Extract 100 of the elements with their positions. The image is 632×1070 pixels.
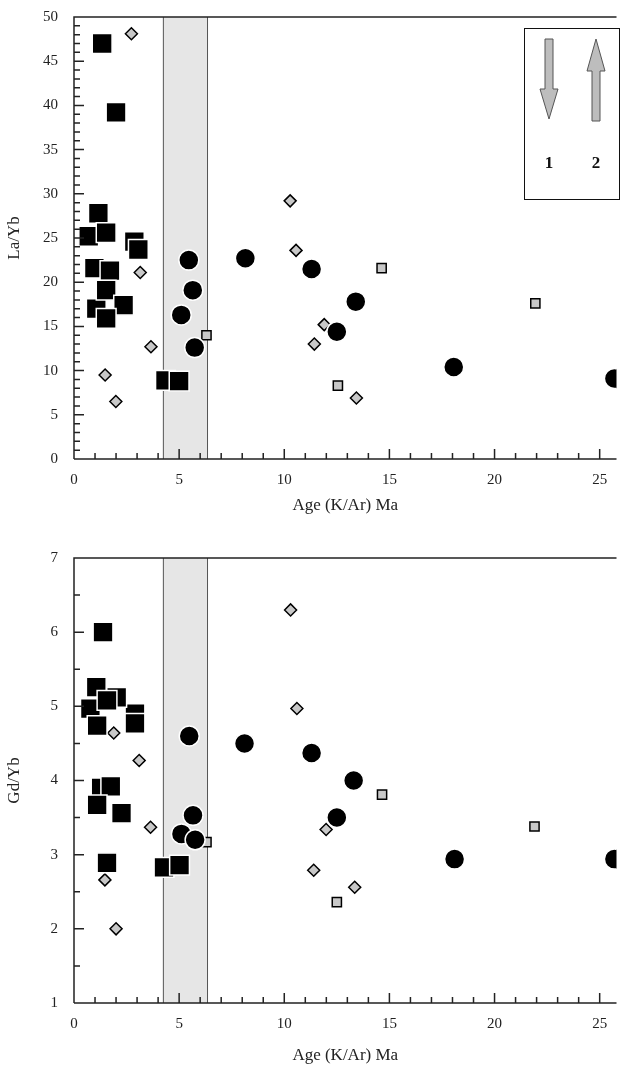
point: [98, 873, 112, 887]
y-tick-label: 5: [50, 405, 58, 422]
point: [124, 712, 146, 735]
point: [170, 304, 192, 326]
point: [91, 32, 113, 55]
point: [178, 249, 200, 271]
arrow-key-box: 1 2: [524, 28, 620, 200]
point: [106, 726, 121, 740]
y-tick-label: 35: [43, 140, 58, 157]
point: [112, 294, 135, 316]
point: [233, 732, 256, 755]
point: [168, 854, 191, 876]
point: [182, 279, 204, 301]
x-tick-label: 20: [487, 1014, 503, 1031]
point: [87, 202, 110, 224]
annotation: 2: [590, 153, 602, 173]
x-tick-label: 0: [70, 470, 78, 487]
point: [178, 725, 200, 747]
x-tick-label: 25: [592, 1014, 608, 1031]
point: [124, 27, 139, 41]
point: [332, 380, 344, 391]
y-tick-label: 1: [50, 993, 58, 1010]
x-tick-label: 15: [381, 1014, 397, 1031]
x-tick-label: 20: [487, 470, 503, 487]
point: [201, 329, 212, 341]
point: [132, 753, 146, 768]
point: [345, 290, 367, 313]
point: [307, 337, 322, 351]
point: [289, 243, 303, 258]
point: [529, 298, 541, 309]
x-tick-label: 0: [70, 1014, 78, 1031]
point: [331, 896, 343, 908]
point: [300, 258, 323, 280]
point: [98, 368, 112, 382]
point: [86, 714, 108, 737]
y-tick-label: 50: [43, 7, 58, 24]
point: [317, 317, 331, 332]
point: [342, 769, 365, 792]
point: [95, 222, 117, 244]
point: [109, 394, 123, 409]
point: [290, 701, 304, 716]
point: [306, 863, 321, 877]
point: [86, 794, 108, 816]
y-tick-label: 5: [50, 697, 58, 714]
y-tick-label: 2: [50, 919, 58, 936]
point: [443, 356, 465, 378]
point: [347, 880, 362, 895]
x-tick-label: 15: [381, 470, 397, 487]
point: [326, 806, 348, 829]
point: [183, 336, 206, 359]
point: [443, 848, 466, 870]
y-tick-label: 30: [43, 184, 58, 201]
point: [95, 279, 117, 301]
point: [184, 829, 206, 851]
y-tick-label: 25: [43, 228, 58, 245]
point: [319, 822, 333, 837]
point: [100, 775, 122, 798]
x-tick-label: 10: [276, 1014, 292, 1031]
point: [283, 194, 297, 208]
x-axis-title: Age (K/Ar) Ma: [292, 1045, 399, 1065]
point: [99, 260, 121, 282]
point: [133, 265, 147, 280]
point: [105, 101, 127, 124]
point: [168, 370, 190, 392]
point: [300, 742, 323, 764]
point: [109, 922, 123, 936]
x-tick-label: 5: [175, 1014, 183, 1031]
y-tick-label: 6: [50, 623, 59, 640]
point: [92, 621, 114, 643]
point: [127, 238, 149, 261]
point: [143, 820, 158, 834]
point: [110, 802, 133, 824]
y-axis-title: Gd/Yb: [3, 757, 23, 804]
y-tick-label: 20: [43, 273, 58, 290]
y-tick-label: 0: [50, 449, 58, 466]
point: [376, 789, 388, 800]
x-tick-label: 5: [175, 470, 183, 487]
x-tick-label: 10: [276, 470, 292, 487]
point: [529, 821, 540, 832]
point: [96, 852, 118, 874]
y-tick-label: 7: [50, 548, 59, 565]
y-tick-label: 4: [50, 771, 59, 788]
point: [95, 307, 117, 330]
y-axis-title: La/Yb: [3, 216, 23, 260]
point: [283, 603, 298, 617]
point: [326, 320, 348, 343]
y-tick-label: 40: [43, 96, 58, 113]
point: [144, 339, 158, 354]
annotation: 1: [543, 153, 555, 173]
x-axis-title: Age (K/Ar) Ma: [292, 495, 399, 515]
point: [96, 689, 118, 712]
point: [376, 262, 387, 274]
x-tick-label: 25: [592, 470, 608, 487]
y-tick-label: 10: [43, 361, 58, 378]
y-tick-label: 15: [43, 317, 58, 334]
point: [234, 247, 257, 270]
y-tick-label: 3: [50, 845, 58, 862]
y-tick-label: 45: [43, 52, 58, 69]
point: [182, 804, 204, 827]
point: [349, 391, 364, 405]
